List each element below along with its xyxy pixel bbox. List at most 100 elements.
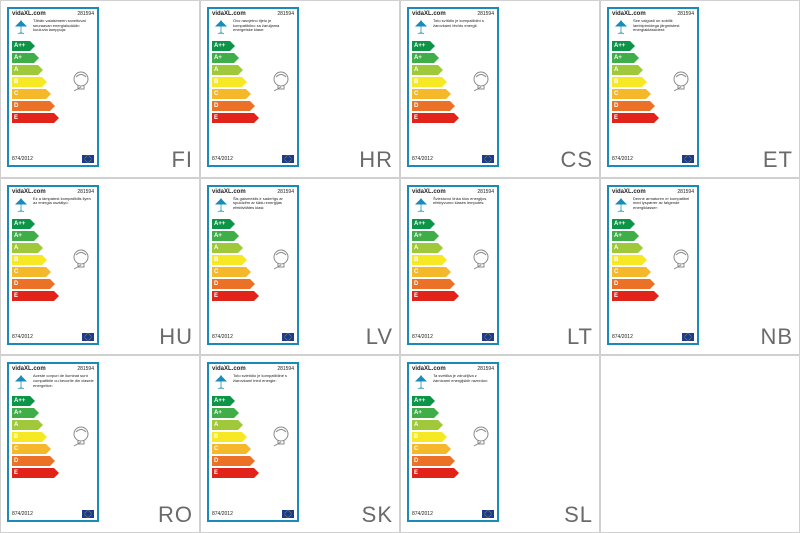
rating-bar: E [212, 113, 254, 123]
rating-row: E [12, 113, 94, 123]
rating-row: D [12, 101, 94, 111]
lamp-icon [212, 197, 230, 215]
rating-row: A++ [12, 219, 94, 229]
country-code: SK [362, 502, 393, 528]
rating-tip [242, 77, 247, 87]
eu-flag-icon [282, 333, 294, 341]
rating-row: D [212, 101, 294, 111]
lamp-icon [212, 19, 230, 37]
rating-row: E [412, 291, 494, 301]
rating-row: A++ [212, 219, 294, 229]
eu-flag-icon [482, 155, 494, 163]
lamp-icon [212, 374, 230, 392]
empty-cell [600, 355, 800, 533]
rating-bar: E [212, 291, 254, 301]
rating-tip [430, 219, 435, 229]
rating-bar: D [412, 279, 450, 289]
rating-row: D [212, 456, 294, 466]
rating-strip: A++ A+ A B C [409, 217, 497, 301]
rating-tip [430, 41, 435, 51]
rating-row: D [212, 279, 294, 289]
rating-bar: C [12, 89, 46, 99]
rating-bar: A+ [412, 408, 434, 418]
rating-bar: D [212, 101, 250, 111]
rating-tip [38, 420, 43, 430]
rating-tip [246, 89, 251, 99]
description-text: Ovo rasvjetno tijelo je kompatibilno sa … [233, 19, 294, 33]
rating-strip: A++ A+ A B C [609, 217, 697, 301]
rating-tip [442, 432, 447, 442]
rating-tip [654, 291, 659, 301]
card-info: Aceste corpuri de iluminat sunt compatib… [9, 372, 97, 394]
rating-tip [438, 65, 443, 75]
rating-bar: B [412, 432, 442, 442]
rating-bar: C [612, 267, 646, 277]
rating-row: A+ [12, 53, 94, 63]
rating-row: E [612, 113, 694, 123]
rating-bar: A [12, 243, 38, 253]
card-footer: 874/2012 [9, 153, 97, 165]
label-cell: vidaXL.com 281594 Šviestuvui tinka šios … [400, 178, 600, 356]
bulb-icon [672, 69, 690, 97]
rating-row: D [612, 101, 694, 111]
regulation-text: 874/2012 [612, 334, 633, 340]
rating-tip [38, 243, 43, 253]
rating-tip [250, 456, 255, 466]
rating-row: E [612, 291, 694, 301]
rating-tip [254, 468, 259, 478]
rating-tip [242, 432, 247, 442]
rating-tip [450, 101, 455, 111]
card-footer: 874/2012 [409, 153, 497, 165]
energy-label-card: vidaXL.com 281594 Toto svítidlo je kompa… [407, 7, 499, 167]
eu-flag-icon [682, 155, 694, 163]
rating-tip [646, 267, 651, 277]
regulation-text: 874/2012 [12, 156, 33, 162]
rating-bar: A++ [412, 41, 430, 51]
rating-bar: E [212, 468, 254, 478]
rating-bar: A+ [12, 53, 34, 63]
rating-tip [42, 77, 47, 87]
rating-row: A+ [412, 231, 494, 241]
description-text: Aceste corpuri de iluminat sunt compatib… [33, 374, 94, 388]
card-footer: 874/2012 [209, 508, 297, 520]
rating-bar: A [412, 65, 438, 75]
country-code: RO [158, 502, 193, 528]
rating-tip [30, 41, 35, 51]
card-info: See valgusti on sobilik lambipirnidega j… [609, 17, 697, 39]
rating-tip [438, 420, 443, 430]
rating-row: E [12, 468, 94, 478]
rating-bar: A [212, 420, 238, 430]
rating-tip [650, 101, 655, 111]
eu-flag-icon [82, 510, 94, 518]
description-text: Ta svetilka je združljiva z žarnicami en… [433, 374, 494, 383]
bulb-icon [272, 424, 290, 452]
card-info: Tähän valaisimeen soveltuvat seuraavan e… [9, 17, 97, 39]
bulb-icon [472, 247, 490, 275]
regulation-text: 874/2012 [12, 334, 33, 340]
rating-tip [234, 53, 239, 63]
energy-label-grid: vidaXL.com 281594 Tähän valaisimeen sove… [0, 0, 800, 533]
rating-row: A+ [12, 408, 94, 418]
rating-bar: E [412, 291, 454, 301]
card-footer: 874/2012 [209, 153, 297, 165]
rating-strip: A++ A+ A B C [409, 39, 497, 123]
country-code: SL [564, 502, 593, 528]
rating-tip [638, 65, 643, 75]
rating-tip [238, 420, 243, 430]
country-code: FI [171, 147, 193, 173]
description-text: See valgusti on sobilik lambipirnidega j… [633, 19, 694, 33]
rating-tip [54, 291, 59, 301]
bulb-icon [672, 247, 690, 275]
rating-tip [246, 444, 251, 454]
country-code: NB [760, 324, 793, 350]
description-text: Tähän valaisimeen soveltuvat seuraavan e… [33, 19, 94, 33]
energy-label-card: vidaXL.com 281594 Denne armaturen er kom… [607, 185, 699, 345]
rating-bar: C [412, 444, 446, 454]
description-text: Denne armaturen er kompatibel med lyspær… [633, 197, 694, 211]
card-info: Denne armaturen er kompatibel med lyspær… [609, 195, 697, 217]
rating-bar: B [212, 77, 242, 87]
label-cell: vidaXL.com 281594 Ovo rasvjetno tijelo j… [200, 0, 400, 178]
energy-label-card: vidaXL.com 281594 Šviestuvui tinka šios … [407, 185, 499, 345]
rating-tip [454, 113, 459, 123]
rating-bar: A [612, 65, 638, 75]
